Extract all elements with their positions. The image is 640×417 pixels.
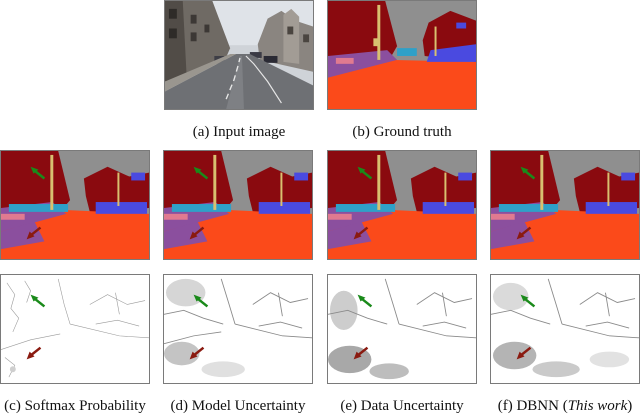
caption-input-image: (a) Input image <box>192 124 286 140</box>
ground-truth-panel <box>327 0 477 110</box>
uncertainty-dbnn-panel <box>490 274 640 384</box>
segmentation-model-panel <box>163 150 313 260</box>
caption-ground-truth: (b) Ground truth <box>352 124 452 140</box>
caption-dbnn-prefix: (f) DBNN ( <box>497 398 568 414</box>
ground-truth-segmentation <box>328 1 476 109</box>
segmentation-model <box>164 151 312 259</box>
input-street-photo <box>165 1 313 109</box>
caption-dbnn-suffix: ) <box>627 398 633 414</box>
uncertainty-dbnn-map <box>491 275 639 383</box>
uncertainty-model-panel <box>163 274 313 384</box>
segmentation-dbnn <box>491 151 639 259</box>
uncertainty-softmax-map <box>1 275 149 383</box>
caption-dbnn: (f) DBNN (This work) <box>490 398 640 415</box>
caption-model-uncertainty: (d) Model Uncertainty <box>170 398 306 414</box>
segmentation-dbnn-panel <box>490 150 640 260</box>
uncertainty-data-panel <box>327 274 477 384</box>
segmentation-softmax-panel <box>0 150 150 260</box>
segmentation-softmax <box>1 151 149 259</box>
segmentation-data-panel <box>327 150 477 260</box>
caption-data-uncertainty: (e) Data Uncertainty <box>340 398 464 414</box>
uncertainty-model-map <box>164 275 312 383</box>
caption-softmax-probability: (c) Softmax Probability <box>4 398 146 414</box>
caption-dbnn-italic: This work <box>567 398 628 414</box>
uncertainty-data-map <box>328 275 476 383</box>
uncertainty-softmax-panel <box>0 274 150 384</box>
input-image-panel <box>164 0 314 110</box>
segmentation-data <box>328 151 476 259</box>
